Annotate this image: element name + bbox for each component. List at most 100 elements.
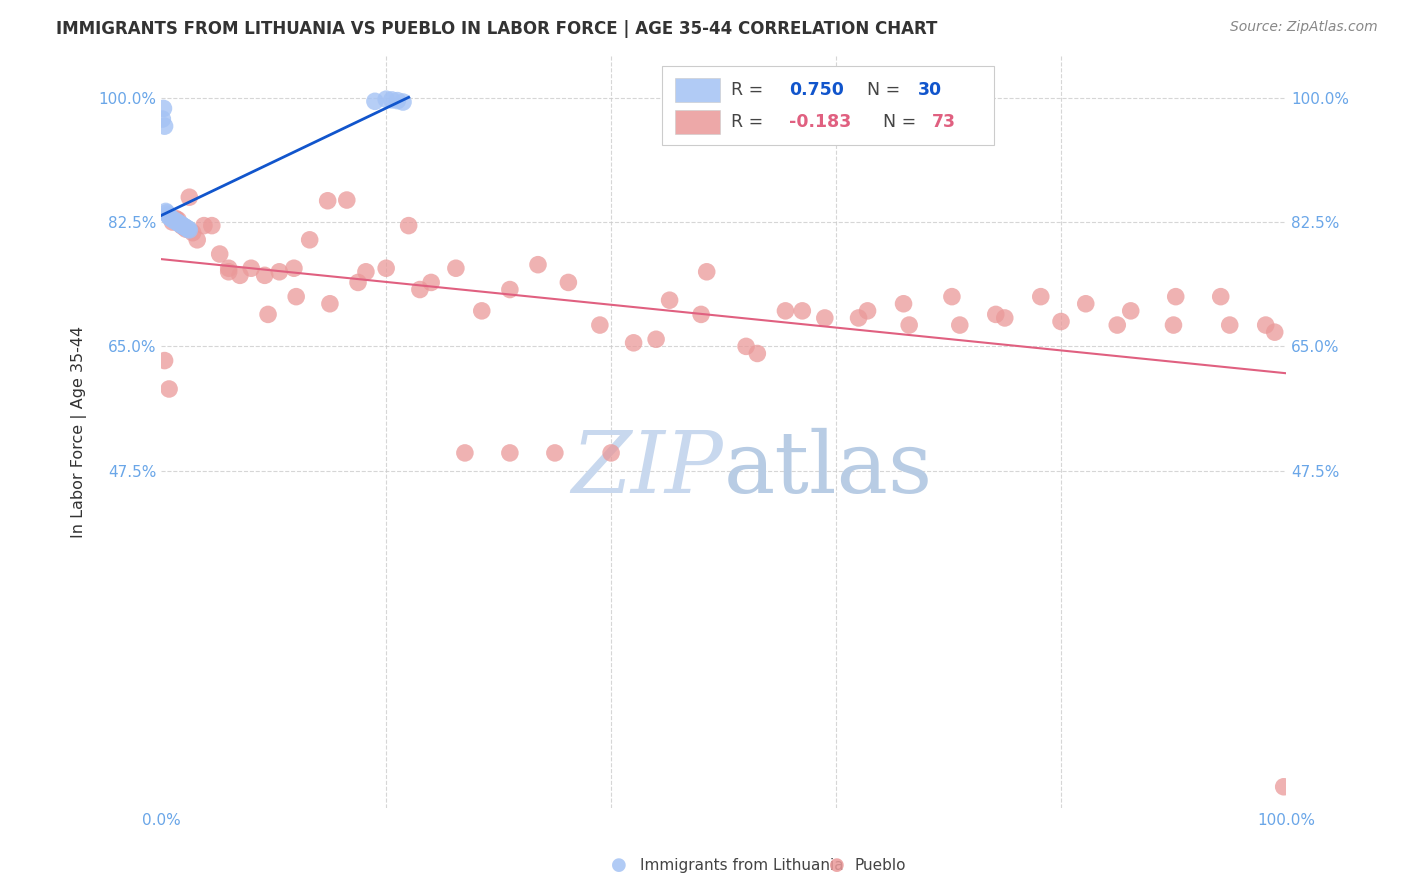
Text: N =: N = (856, 81, 905, 99)
Text: Source: ZipAtlas.com: Source: ZipAtlas.com (1230, 20, 1378, 34)
Immigrants from Lithuania (150, 112, 173, 126)
Text: atlas: atlas (724, 427, 932, 511)
Immigrants from Lithuania (156, 208, 179, 222)
Pueblo (856, 303, 879, 318)
Pueblo (814, 310, 837, 325)
Pueblo (162, 215, 184, 229)
Text: ●: ● (828, 856, 845, 874)
Pueblo (1254, 318, 1277, 332)
Immigrants from Lithuania (176, 221, 198, 235)
Immigrants from Lithuania (166, 215, 188, 229)
Immigrants from Lithuania (173, 220, 195, 235)
Immigrants from Lithuania (174, 220, 197, 235)
Pueblo (941, 290, 963, 304)
Text: 73: 73 (932, 113, 956, 131)
Pueblo (893, 297, 915, 311)
Pueblo (949, 318, 972, 332)
Pueblo (499, 446, 522, 460)
Pueblo (157, 382, 180, 396)
Pueblo (527, 258, 550, 272)
Pueblo (347, 276, 370, 290)
Pueblo (283, 261, 305, 276)
Immigrants from Lithuania (179, 223, 201, 237)
Pueblo (186, 233, 208, 247)
Pueblo (557, 276, 579, 290)
Pueblo (589, 318, 612, 332)
Pueblo (848, 310, 870, 325)
FancyBboxPatch shape (662, 66, 994, 145)
Pueblo (623, 335, 645, 350)
Pueblo (747, 346, 769, 360)
Pueblo (792, 303, 814, 318)
Pueblo (544, 446, 567, 460)
Pueblo (173, 220, 195, 235)
Pueblo (193, 219, 215, 233)
Pueblo (1163, 318, 1185, 332)
Pueblo (735, 339, 758, 353)
Pueblo (1050, 314, 1073, 328)
Immigrants from Lithuania (167, 216, 190, 230)
Pueblo (240, 261, 263, 276)
Immigrants from Lithuania (156, 206, 179, 220)
Immigrants from Lithuania (160, 211, 183, 226)
Text: R =: R = (731, 81, 769, 99)
Pueblo (316, 194, 339, 208)
Pueblo (257, 307, 280, 321)
Pueblo (994, 310, 1017, 325)
Pueblo (174, 222, 197, 236)
Pueblo (1264, 325, 1286, 339)
Pueblo (218, 265, 240, 279)
Text: 30: 30 (918, 81, 942, 99)
Pueblo (1219, 318, 1241, 332)
Pueblo (471, 303, 494, 318)
Pueblo (336, 193, 359, 207)
Text: Immigrants from Lithuania: Immigrants from Lithuania (640, 858, 844, 872)
Pueblo (499, 283, 522, 297)
Pueblo (645, 332, 668, 346)
Pueblo (1074, 297, 1097, 311)
Pueblo (208, 247, 231, 261)
Pueblo (984, 307, 1007, 321)
Immigrants from Lithuania (165, 214, 187, 228)
Pueblo (269, 265, 291, 279)
Bar (675, 78, 720, 102)
Pueblo (696, 265, 718, 279)
Immigrants from Lithuania (153, 119, 176, 133)
Immigrants from Lithuania (364, 95, 387, 109)
Immigrants from Lithuania (173, 219, 195, 234)
Pueblo (1209, 290, 1232, 304)
Pueblo (285, 290, 308, 304)
Pueblo (398, 219, 420, 233)
Immigrants from Lithuania (170, 218, 193, 232)
Pueblo (153, 353, 176, 368)
Immigrants from Lithuania (152, 102, 174, 116)
Immigrants from Lithuania (163, 213, 186, 227)
Pueblo (179, 190, 201, 204)
Pueblo (444, 261, 467, 276)
Pueblo (354, 265, 377, 279)
Pueblo (409, 283, 432, 297)
Pueblo (690, 307, 713, 321)
Text: IMMIGRANTS FROM LITHUANIA VS PUEBLO IN LABOR FORCE | AGE 35-44 CORRELATION CHART: IMMIGRANTS FROM LITHUANIA VS PUEBLO IN L… (56, 20, 938, 37)
Pueblo (898, 318, 921, 332)
Immigrants from Lithuania (157, 210, 180, 224)
Text: ●: ● (610, 856, 627, 874)
Pueblo (658, 293, 681, 308)
Immigrants from Lithuania (375, 92, 398, 106)
Pueblo (181, 226, 204, 240)
Text: ZIP: ZIP (572, 428, 724, 510)
Pueblo (319, 297, 342, 311)
Y-axis label: In Labor Force | Age 35-44: In Labor Force | Age 35-44 (72, 326, 87, 538)
Pueblo (201, 219, 224, 233)
Immigrants from Lithuania (172, 219, 194, 233)
Text: R =: R = (731, 113, 769, 131)
Immigrants from Lithuania (159, 211, 181, 225)
Pueblo (375, 261, 398, 276)
Immigrants from Lithuania (155, 204, 177, 219)
Pueblo (775, 303, 797, 318)
Immigrants from Lithuania (167, 217, 190, 231)
Immigrants from Lithuania (381, 93, 404, 107)
Text: 0.750: 0.750 (789, 81, 844, 99)
Immigrants from Lithuania (177, 222, 200, 236)
Immigrants from Lithuania (392, 95, 415, 109)
